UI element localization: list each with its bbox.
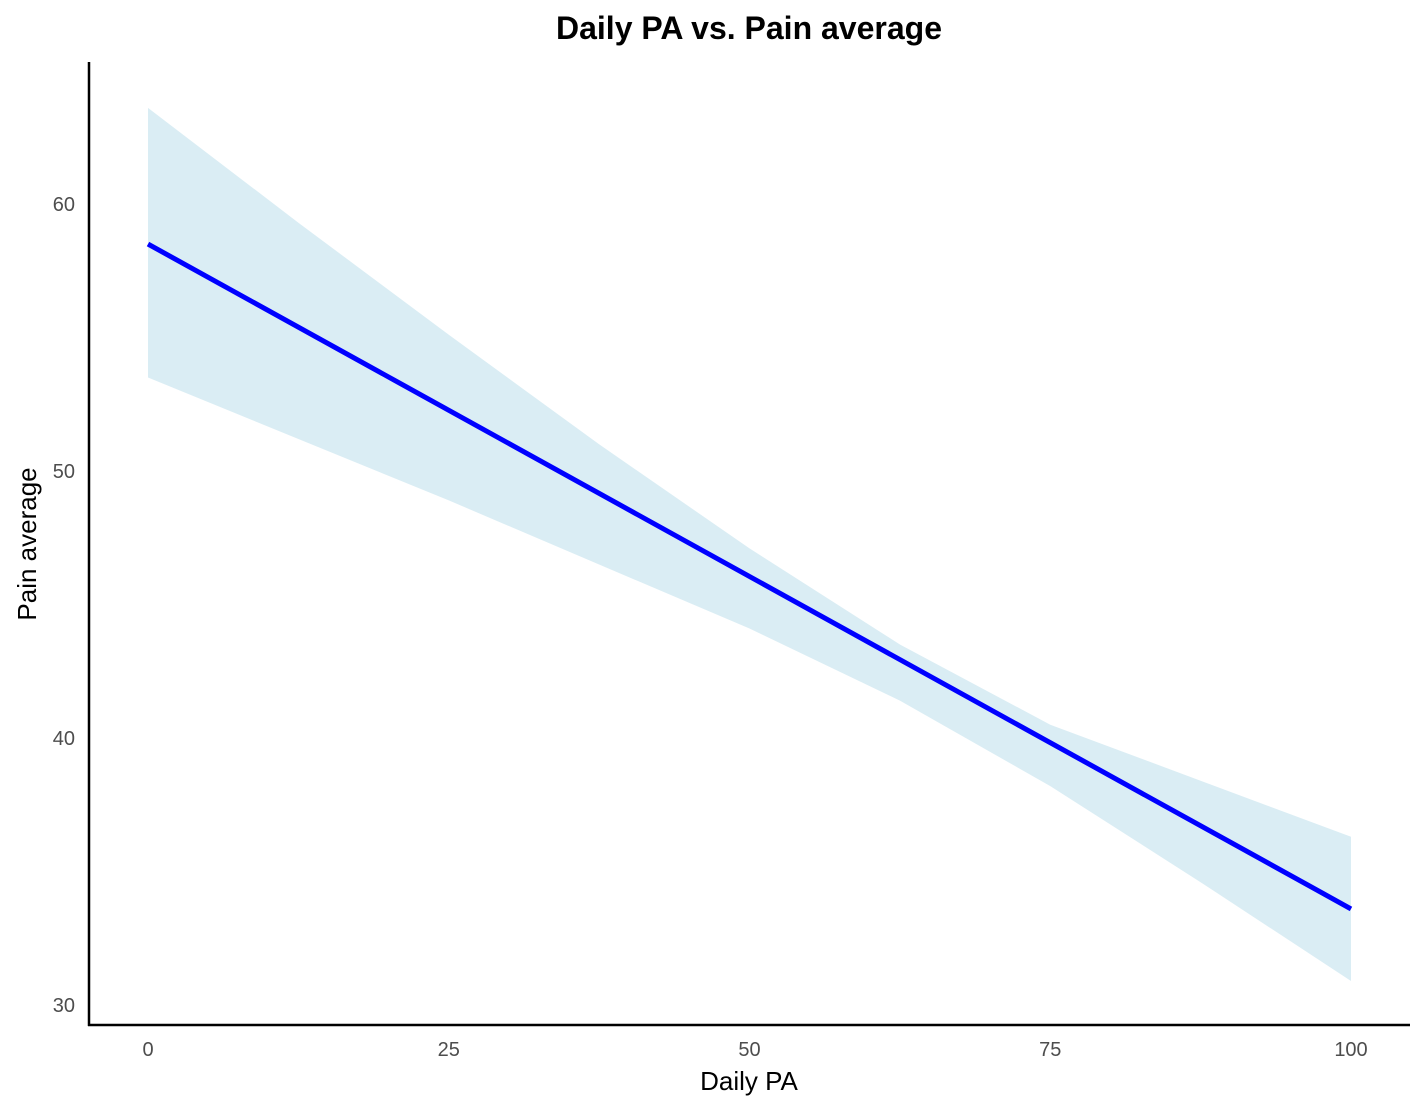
y-tick-label: 30 <box>53 995 75 1017</box>
chart-title: Daily PA vs. Pain average <box>556 10 942 46</box>
x-tick-label: 50 <box>738 1039 760 1061</box>
y-axis-label: Pain average <box>12 467 42 620</box>
x-tick-labels: 0 25 50 75 100 <box>142 1039 1367 1061</box>
x-tick-label: 75 <box>1039 1039 1061 1061</box>
y-tick-label: 40 <box>53 728 75 750</box>
x-tick-label: 25 <box>438 1039 460 1061</box>
y-tick-labels: 30 40 50 60 <box>53 194 75 1017</box>
y-tick-label: 50 <box>53 461 75 483</box>
plot-area <box>146 107 1353 981</box>
fit-line <box>146 241 1353 912</box>
x-tick-label: 0 <box>142 1039 153 1061</box>
confidence-band <box>148 107 1351 981</box>
y-tick-label: 60 <box>53 194 75 216</box>
x-tick-label: 100 <box>1334 1039 1367 1061</box>
x-axis-label: Daily PA <box>700 1066 798 1096</box>
